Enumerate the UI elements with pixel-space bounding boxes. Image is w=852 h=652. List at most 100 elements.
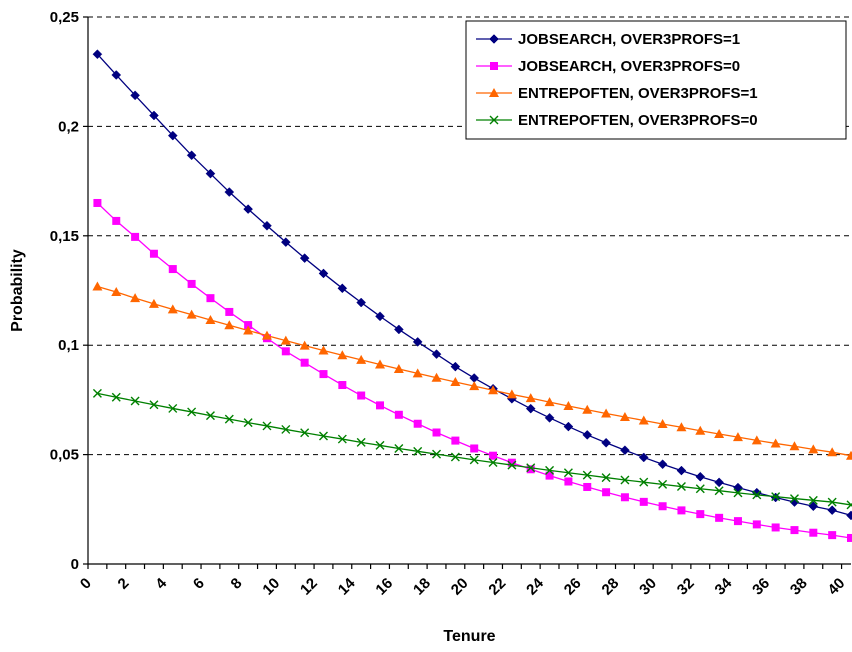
data-point-triangle <box>695 425 706 435</box>
data-point-x <box>601 473 611 483</box>
data-point-x <box>488 457 498 467</box>
data-point-triangle <box>111 287 122 297</box>
legend-items: JOBSEARCH, OVER3PROFS=1 JOBSEARCH, OVER3P… <box>476 31 758 129</box>
data-point-x <box>130 396 140 406</box>
legend: JOBSEARCH, OVER3PROFS=1 JOBSEARCH, OVER3P… <box>465 20 847 140</box>
data-point-square <box>696 510 705 519</box>
series-triangle <box>92 281 852 460</box>
data-point-diamond <box>676 465 687 476</box>
data-point-triangle <box>148 298 159 308</box>
data-point-triangle <box>393 364 404 374</box>
x-tick-label: 4 <box>152 574 170 592</box>
legend-item: JOBSEARCH, OVER3PROFS=1 <box>476 31 740 48</box>
data-point-diamond <box>92 49 103 60</box>
data-point-x <box>752 490 762 500</box>
x-tick-label: 26 <box>561 575 585 599</box>
data-point-diamond <box>808 501 819 512</box>
data-point-square <box>733 517 742 526</box>
x-tick-label: 28 <box>599 575 623 599</box>
data-point-square <box>112 216 121 225</box>
data-point-diamond <box>186 150 197 161</box>
data-point-diamond <box>280 237 291 247</box>
x-tick-label: 20 <box>448 575 472 599</box>
data-point-diamond <box>601 437 611 448</box>
data-point-x <box>714 486 724 496</box>
data-point-square <box>752 520 761 529</box>
data-point-diamond <box>620 445 630 456</box>
data-point-x <box>281 424 291 434</box>
data-point-x <box>563 468 573 478</box>
data-point-triangle <box>489 88 499 97</box>
data-point-x <box>224 414 234 424</box>
data-point-triangle <box>676 422 687 432</box>
data-point-triangle <box>525 393 536 403</box>
data-point-diamond <box>412 337 423 347</box>
data-point-x <box>545 465 555 475</box>
data-point-x <box>489 115 499 125</box>
data-point-x <box>789 494 799 504</box>
data-point-x <box>808 495 818 505</box>
data-point-square <box>413 419 422 428</box>
series-square <box>93 198 852 542</box>
data-point-diamond <box>262 220 272 231</box>
data-point-x <box>771 492 781 502</box>
data-point-square <box>489 451 498 460</box>
data-point-triangle <box>431 372 442 382</box>
data-point-x <box>582 470 592 480</box>
data-point-x <box>243 418 253 428</box>
x-tick-label: 32 <box>674 575 698 599</box>
data-point-square <box>490 62 498 70</box>
data-point-triangle <box>601 408 612 418</box>
data-point-square <box>526 465 535 474</box>
data-point-x <box>695 484 705 494</box>
data-point-square <box>338 381 347 390</box>
x-tick-label: 36 <box>749 575 773 599</box>
data-point-square <box>225 307 234 316</box>
y-tick-label: 0,05 <box>50 447 79 464</box>
data-point-square <box>602 488 611 497</box>
data-point-diamond <box>582 430 593 440</box>
data-point-triangle <box>205 315 216 325</box>
axes <box>87 17 851 565</box>
data-point-x <box>450 452 460 462</box>
y-tick-label: 0,1 <box>58 337 79 354</box>
data-point-diamond <box>431 349 442 360</box>
data-point-x <box>168 403 178 413</box>
data-point-x <box>846 500 852 510</box>
x-axis-title: Tenure <box>443 628 495 645</box>
series-line <box>97 285 852 457</box>
data-point-x <box>318 431 328 441</box>
series-diamond <box>92 49 852 521</box>
data-point-triangle <box>714 429 725 439</box>
data-point-square <box>507 458 516 467</box>
data-point-square <box>149 249 158 258</box>
data-point-square <box>432 428 441 437</box>
legend-item: ENTREPOFTEN, OVER3PROFS=0 <box>476 112 758 129</box>
data-point-square <box>206 294 215 303</box>
data-point-square <box>357 391 366 400</box>
data-point-triangle <box>450 376 461 386</box>
data-point-triangle <box>638 415 649 425</box>
data-point-diamond <box>318 268 329 279</box>
data-point-x <box>375 440 385 450</box>
data-point-triangle <box>827 447 838 457</box>
data-point-diamond <box>714 477 724 488</box>
data-point-x <box>507 460 517 470</box>
data-point-square <box>715 513 724 522</box>
data-point-square <box>187 279 196 288</box>
data-point-x <box>827 497 837 507</box>
data-point-square <box>470 444 479 453</box>
data-point-triangle <box>224 320 235 330</box>
data-point-square <box>677 506 686 515</box>
data-point-triangle <box>243 325 254 335</box>
data-point-x <box>337 434 347 444</box>
data-point-triangle <box>808 444 819 454</box>
x-tick-label: 38 <box>787 575 811 599</box>
data-point-triangle <box>261 330 272 340</box>
legend-label: JOBSEARCH, OVER3PROFS=0 <box>518 58 740 75</box>
x-tick-label: 30 <box>636 575 660 599</box>
data-point-triangle <box>563 401 574 411</box>
data-point-x <box>620 475 630 485</box>
y-tick-label: 0,2 <box>58 118 79 135</box>
